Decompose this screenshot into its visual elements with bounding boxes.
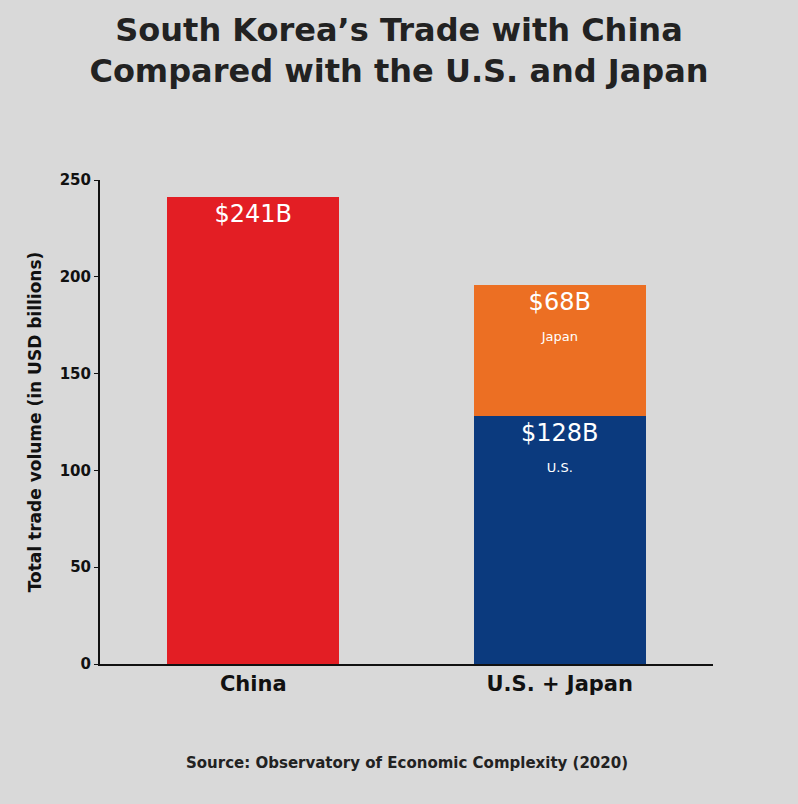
svg-text:South Korea’s Trade with China: South Korea’s Trade with ChinaCompared w…	[89, 11, 708, 91]
svg-text:Total trade volume (in USD bil: Total trade volume (in USD billions)	[25, 252, 45, 593]
svg-text:$241B: $241B	[214, 200, 292, 228]
svg-text:0: 0	[81, 655, 91, 673]
svg-text:150: 150	[60, 365, 91, 383]
svg-text:$128BU.S.: $128BU.S.	[521, 419, 599, 475]
svg-text:200: 200	[60, 268, 91, 286]
svg-text:250: 250	[60, 171, 91, 189]
svg-text:$68BJapan: $68BJapan	[529, 288, 591, 344]
svg-text:U.S. + Japan: U.S. + Japan	[487, 672, 634, 696]
svg-text:China: China	[220, 672, 287, 696]
svg-text:50: 50	[70, 558, 91, 576]
svg-text:100: 100	[60, 462, 91, 480]
svg-text:Source: Observatory of Economi: Source: Observatory of Economic Complexi…	[186, 754, 628, 772]
